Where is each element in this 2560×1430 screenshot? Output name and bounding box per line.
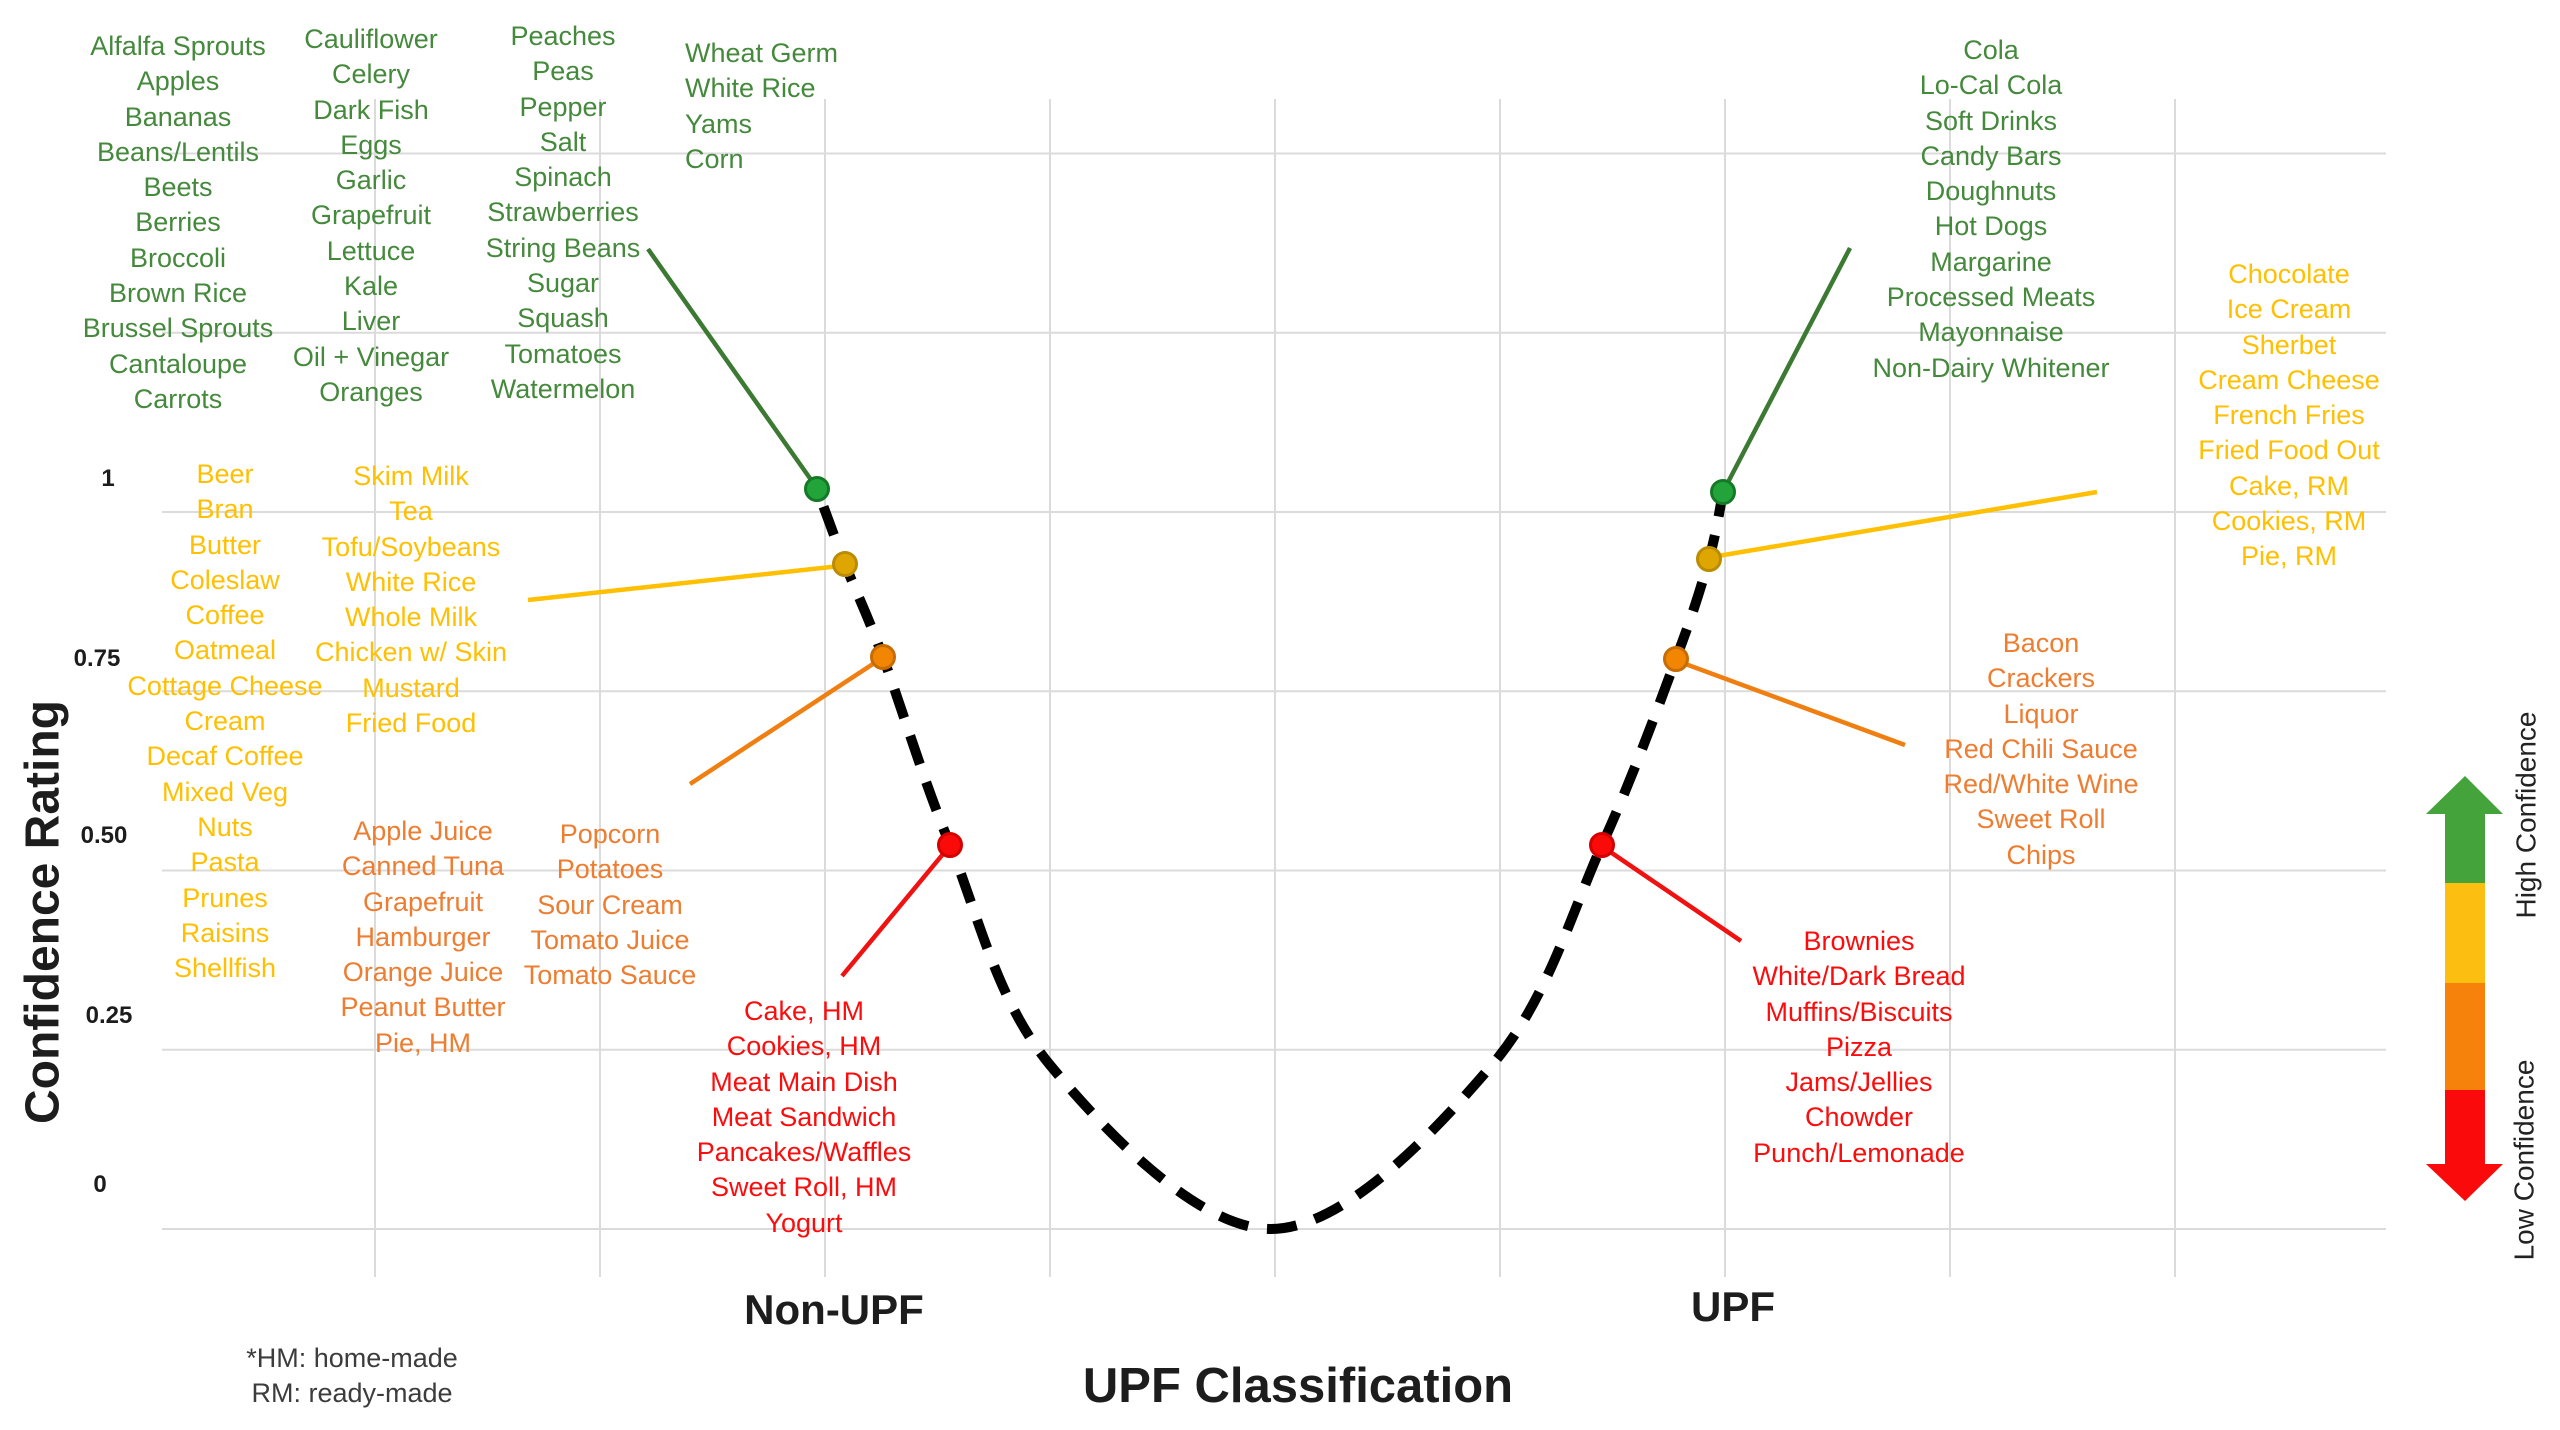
svg-text:Low Confidence: Low Confidence <box>2509 1060 2540 1261</box>
svg-text:Confidence Rating: Confidence Rating <box>17 700 70 1124</box>
svg-text:High Confidence: High Confidence <box>2511 711 2542 918</box>
